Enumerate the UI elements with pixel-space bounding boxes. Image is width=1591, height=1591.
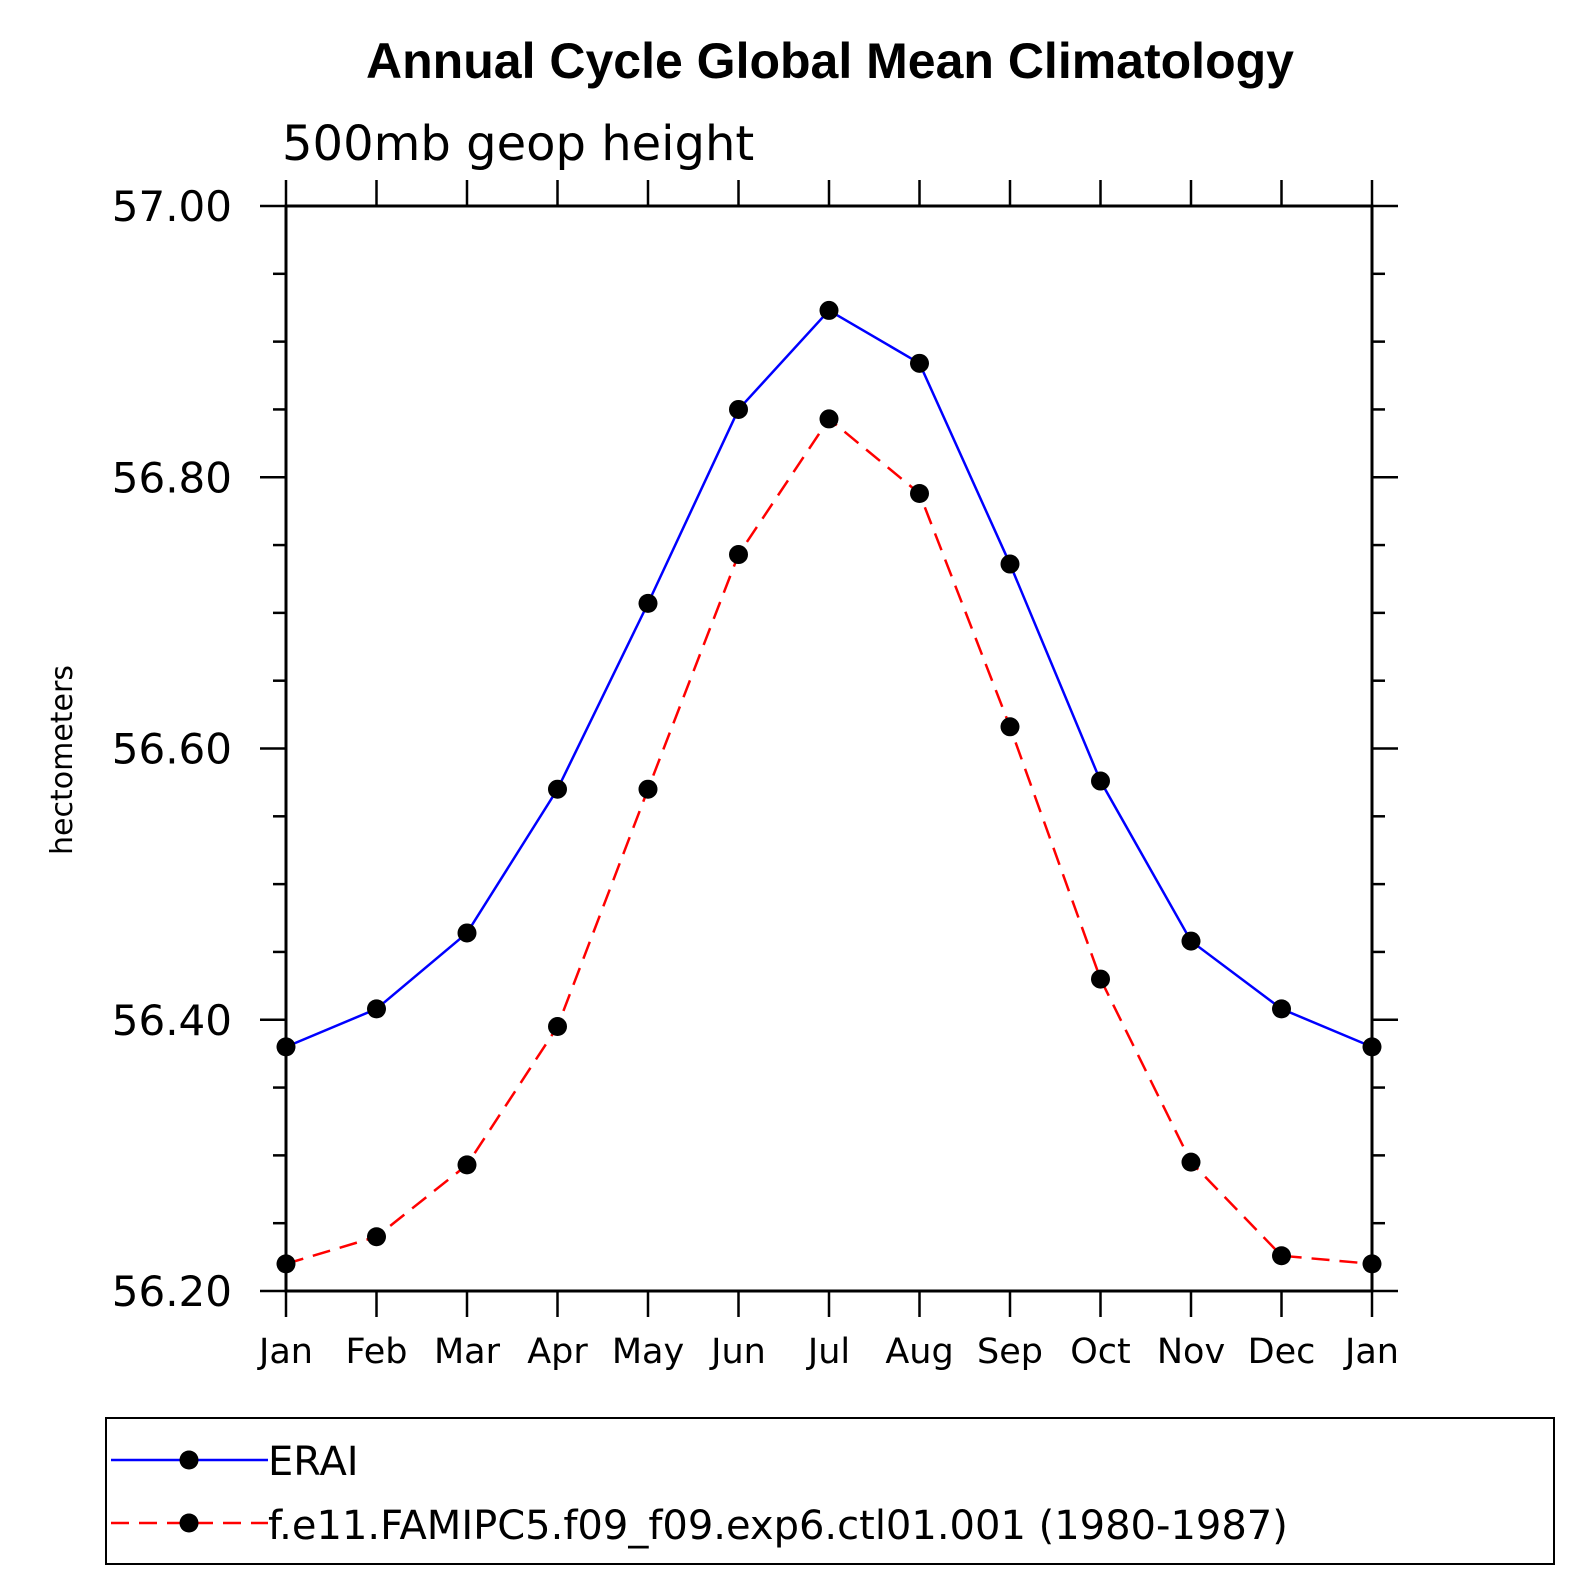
x-tick-label: Dec [1248,1332,1316,1372]
data-point-series-1 [819,409,839,429]
data-point-series-0 [1000,554,1020,574]
legend-marker-erai [179,1450,199,1470]
y-tick-label: 56.20 [112,1267,232,1316]
data-point-series-1 [638,779,658,799]
data-point-series-1 [1091,969,1110,989]
x-tick-label: Jan [257,1332,313,1372]
y-tick-label: 56.40 [112,996,232,1045]
y-tick-label: 56.60 [112,725,232,774]
x-tick-label: Mar [434,1332,501,1372]
x-tick-label: Sep [977,1332,1043,1372]
legend-marker-model [179,1513,199,1533]
x-tick-label: Jul [806,1332,850,1372]
x-tick-label: Aug [885,1332,953,1372]
legend: ERAI f.e11.FAMIPC5.f09_f09.exp6.ctl01.00… [105,1417,1555,1565]
data-point-series-1 [457,1155,477,1175]
data-point-series-1 [1362,1254,1382,1274]
x-tick-label: Feb [346,1332,408,1372]
data-point-series-0 [1181,931,1201,951]
y-tick-label: 56.80 [112,453,232,502]
x-tick-label: Oct [1070,1332,1131,1372]
legend-label-erai: ERAI [268,1439,359,1485]
y-axis-label: hectometers [45,665,80,855]
x-tick-label: May [612,1332,684,1372]
y-tick-label: 57.00 [112,182,232,231]
legend-box [105,1417,1555,1565]
data-point-series-1 [1272,1246,1291,1266]
data-point-series-0 [367,999,386,1019]
data-point-series-0 [276,1037,296,1057]
x-tick-labels: Jan Feb Mar Apr May Jun Jul Aug Sep Oct Nov Dec Jan [257,1332,1399,1372]
y-tick-labels: 56.20 56.40 56.60 56.80 57.00 [112,182,232,1316]
series-line-1 [285,417,1373,1266]
data-point-series-1 [910,484,929,504]
data-point-series-0 [548,779,567,799]
data-point-series-0 [1091,771,1110,791]
data-point-series-1 [1000,717,1020,737]
x-tick-label: Apr [527,1332,588,1372]
data-point-series-0 [819,300,839,320]
data-point-series-0 [910,353,929,373]
x-tick-label: Jan [1343,1332,1399,1372]
data-point-series-0 [729,399,748,419]
data-point-series-0 [638,593,658,613]
data-point-series-1 [1181,1152,1201,1172]
data-point-series-0 [1272,999,1291,1019]
data-point-series-1 [729,545,748,565]
data-point-series-1 [276,1254,296,1274]
data-point-series-0 [1362,1037,1382,1057]
data-point-series-0 [457,923,477,943]
x-tick-label: Jun [709,1332,766,1372]
chart-title: Annual Cycle Global Mean Climatology [366,33,1294,89]
plot-area-frame [284,204,1374,1293]
x-tick-label: Nov [1157,1332,1225,1372]
data-point-series-1 [367,1227,386,1247]
axis-ticks [260,180,1398,1317]
chart-subtitle: 500mb geop height [282,116,754,172]
legend-label-model: f.e11.FAMIPC5.f09_f09.exp6.ctl01.001 (19… [268,1503,1288,1549]
data-point-series-1 [548,1017,567,1037]
series-layer [276,300,1382,1274]
